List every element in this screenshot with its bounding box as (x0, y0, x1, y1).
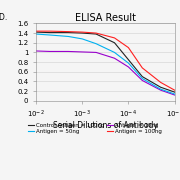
Control Antigen = 100ng (49, 31, 51, 34)
Legend: Control Antigen = 100ng, Antigen = 50ng, Antigen = 10ng, Antigen = 100ng: Control Antigen = 100ng, Antigen = 50ng,… (28, 123, 162, 134)
Antigen = 100ng (174, 89, 176, 91)
Antigen = 50ng (67, 35, 69, 38)
Control Antigen = 100ng (35, 31, 37, 33)
Antigen = 50ng (113, 51, 116, 53)
Control Antigen = 100ng (95, 33, 97, 35)
Control Antigen = 100ng (174, 91, 176, 93)
Antigen = 50ng (49, 34, 51, 36)
Antigen = 10ng (49, 50, 51, 53)
Antigen = 100ng (67, 31, 69, 33)
Line: Antigen = 50ng: Antigen = 50ng (36, 34, 175, 94)
Control Antigen = 100ng (127, 59, 129, 61)
Antigen = 10ng (160, 89, 162, 91)
Antigen = 10ng (113, 57, 116, 59)
Antigen = 50ng (141, 77, 143, 80)
Antigen = 100ng (95, 32, 97, 34)
Control Antigen = 100ng (67, 31, 69, 34)
Control Antigen = 100ng (160, 86, 162, 88)
Antigen = 100ng (127, 46, 129, 49)
Antigen = 100ng (160, 81, 162, 84)
Control Antigen = 100ng (81, 32, 83, 34)
Line: Antigen = 100ng: Antigen = 100ng (36, 31, 175, 90)
Antigen = 50ng (127, 62, 129, 64)
Antigen = 100ng (141, 67, 143, 69)
Antigen = 10ng (67, 50, 69, 53)
Antigen = 100ng (81, 31, 83, 33)
Antigen = 10ng (127, 66, 129, 68)
Antigen = 50ng (174, 93, 176, 95)
Line: Control Antigen = 100ng: Control Antigen = 100ng (36, 32, 175, 92)
Antigen = 50ng (35, 33, 37, 35)
Antigen = 100ng (49, 30, 51, 32)
Antigen = 50ng (160, 88, 162, 90)
Antigen = 100ng (113, 37, 116, 39)
Line: Antigen = 10ng: Antigen = 10ng (36, 51, 175, 95)
Antigen = 10ng (35, 50, 37, 52)
Antigen = 10ng (141, 79, 143, 82)
Antigen = 100ng (35, 30, 37, 32)
Control Antigen = 100ng (113, 42, 116, 44)
Antigen = 10ng (95, 51, 97, 53)
Antigen = 10ng (174, 94, 176, 96)
X-axis label: Serial Dilutions of Antibody: Serial Dilutions of Antibody (53, 121, 158, 130)
Title: ELISA Result: ELISA Result (75, 13, 136, 23)
Antigen = 10ng (81, 51, 83, 53)
Antigen = 50ng (95, 43, 97, 45)
Control Antigen = 100ng (141, 76, 143, 78)
Antigen = 50ng (81, 38, 83, 40)
Y-axis label: O.D.: O.D. (0, 13, 8, 22)
